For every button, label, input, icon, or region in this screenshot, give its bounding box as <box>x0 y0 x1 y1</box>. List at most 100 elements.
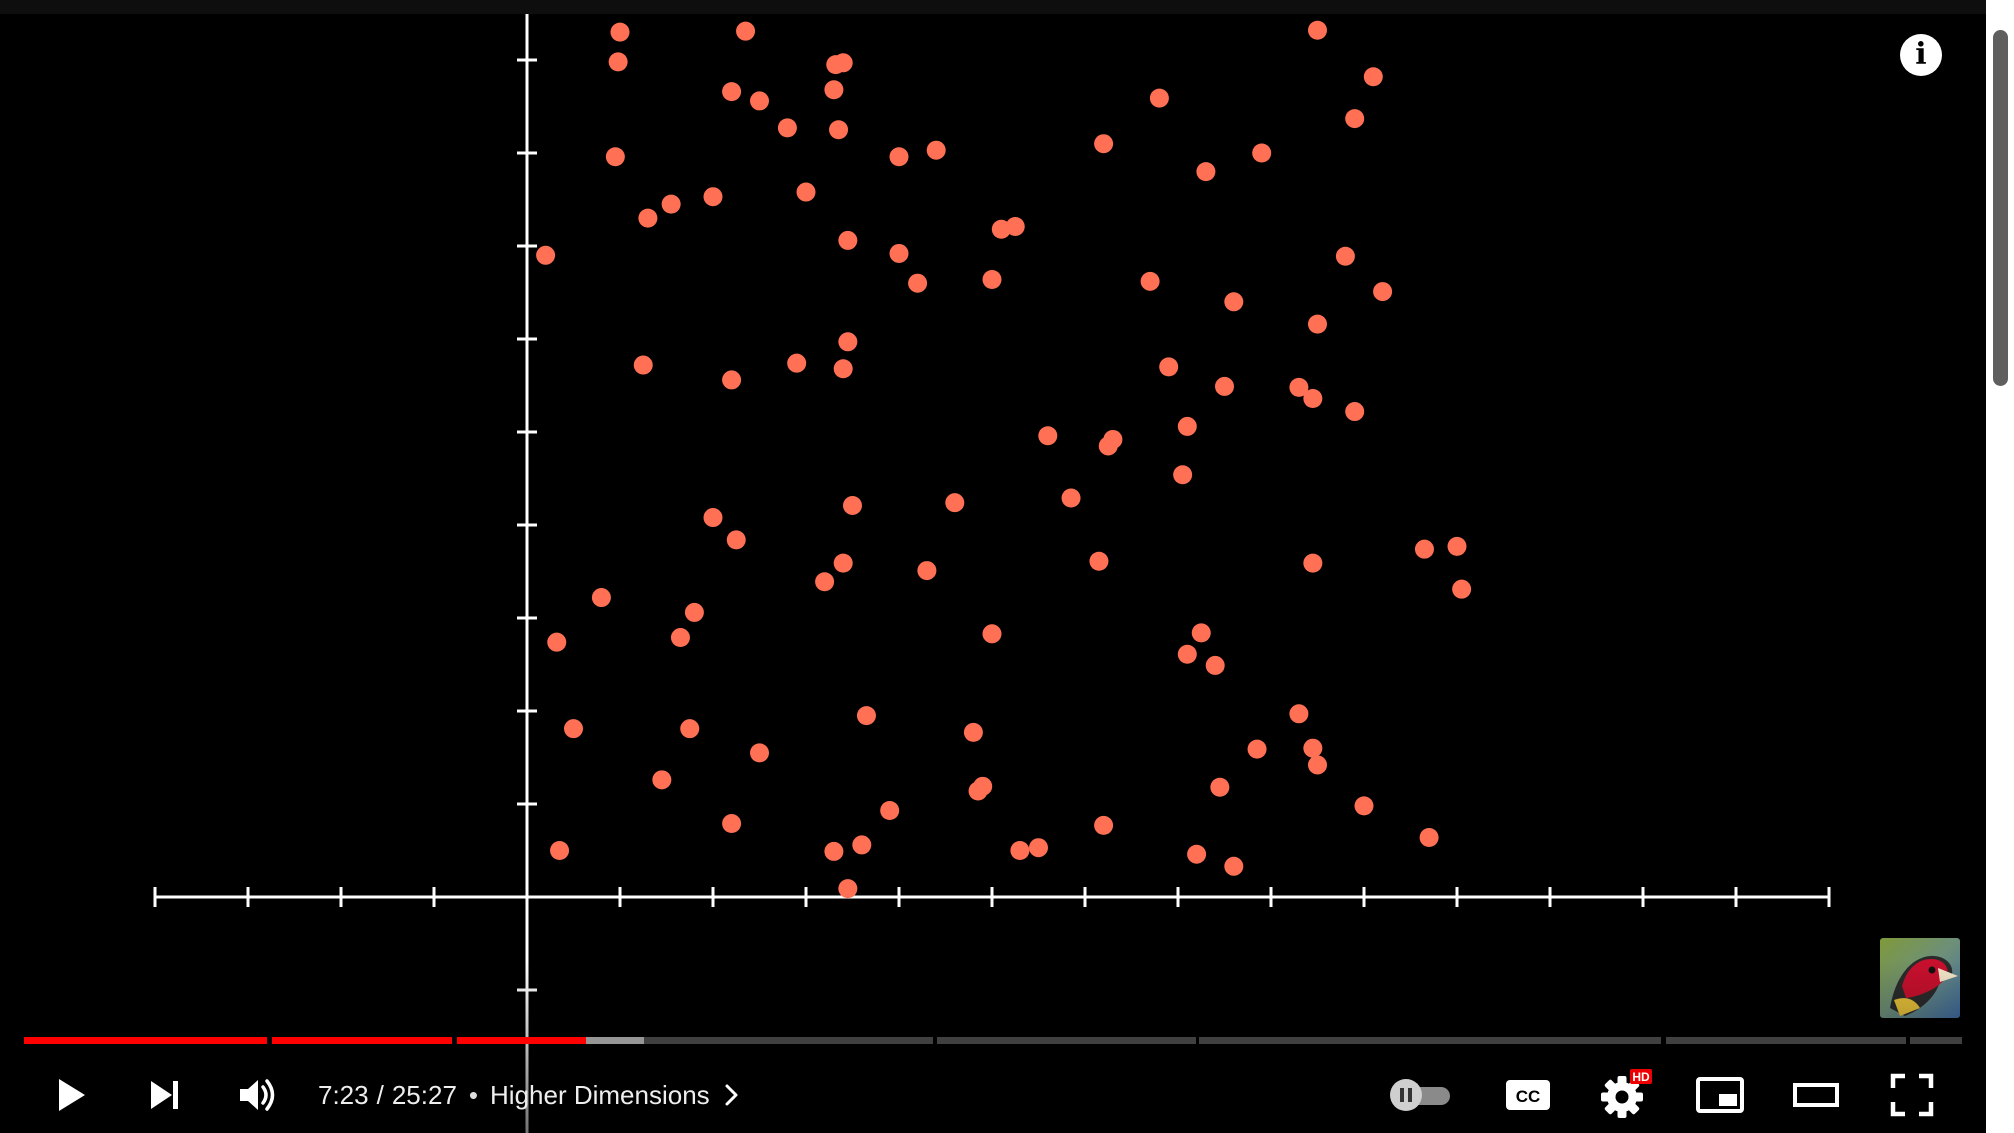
video-point <box>926 140 946 160</box>
video-point <box>815 572 835 592</box>
video-point <box>833 359 853 379</box>
video-point <box>982 624 1002 644</box>
video-point <box>605 147 625 167</box>
video-point <box>550 841 570 860</box>
next-button[interactable] <box>128 1060 200 1130</box>
video-point <box>722 82 742 102</box>
video-point <box>1224 292 1244 312</box>
video-point <box>1094 134 1114 154</box>
video-axes <box>153 14 1831 1133</box>
volume-icon <box>240 1079 275 1111</box>
video-point <box>680 719 700 739</box>
video-point <box>880 801 900 821</box>
autoplay-toggle[interactable] <box>1378 1060 1462 1130</box>
play-icon <box>59 1079 85 1111</box>
progress-segment[interactable] <box>457 1037 933 1044</box>
video-point <box>1303 553 1323 573</box>
info-button[interactable]: i <box>1900 34 1942 76</box>
progress-played <box>272 1037 452 1044</box>
progress-segment[interactable] <box>1910 1037 1962 1044</box>
video-point <box>917 561 937 581</box>
video-point <box>547 632 567 652</box>
video-point <box>1308 20 1327 40</box>
video-point <box>1247 739 1267 759</box>
progress-segment[interactable] <box>937 1037 1196 1044</box>
video-point <box>1289 377 1309 397</box>
video-point <box>982 269 1002 289</box>
video-point <box>633 355 653 375</box>
progress-bar[interactable] <box>24 1037 1962 1044</box>
video-point <box>1159 357 1179 377</box>
progress-played <box>24 1037 267 1044</box>
video-point <box>1354 796 1374 816</box>
video-point <box>777 118 797 138</box>
video-point <box>1303 389 1323 409</box>
control-bar: CC <box>0 1060 1986 1130</box>
current-time: 7:23 <box>318 1079 369 1110</box>
next-icon <box>151 1081 178 1109</box>
video-point <box>838 230 858 250</box>
video-point <box>1335 246 1355 266</box>
video-point <box>945 493 965 513</box>
video-point <box>838 879 858 899</box>
volume-button[interactable] <box>222 1060 294 1130</box>
play-button[interactable] <box>34 1060 106 1130</box>
video-point <box>856 706 876 726</box>
scrollbar-thumb[interactable] <box>1993 30 2008 386</box>
video-point <box>1419 827 1439 847</box>
captions-button[interactable]: CC <box>1492 1060 1564 1130</box>
theater-icon <box>1793 1083 1839 1107</box>
video-point <box>908 273 928 293</box>
video-point <box>829 120 849 140</box>
hd-badge: HD <box>1632 1070 1650 1084</box>
video-point <box>824 80 844 100</box>
video-point <box>750 91 769 111</box>
video-point <box>1196 162 1216 182</box>
video-points <box>536 20 1472 899</box>
video-point <box>1252 143 1272 163</box>
video-point <box>963 722 983 742</box>
progress-segment[interactable] <box>1199 1037 1661 1044</box>
channel-watermark[interactable] <box>1880 938 1960 1018</box>
video-point <box>1173 465 1193 485</box>
chapter-button[interactable]: Higher Dimensions <box>490 1080 744 1111</box>
video-point <box>833 553 853 573</box>
miniplayer-button[interactable] <box>1684 1060 1756 1130</box>
duration: 25:27 <box>391 1079 457 1110</box>
video-point <box>852 835 872 855</box>
top-border <box>0 0 1986 14</box>
video-point <box>1414 539 1434 559</box>
video-point <box>684 602 704 622</box>
video-point <box>1215 376 1234 396</box>
video-point <box>1191 623 1211 643</box>
video-point <box>726 530 746 550</box>
theater-button[interactable] <box>1780 1060 1852 1130</box>
fullscreen-button[interactable] <box>1876 1060 1948 1130</box>
settings-icon: HD <box>1601 1069 1652 1118</box>
video-point <box>591 588 611 608</box>
settings-button[interactable]: HD <box>1588 1060 1660 1130</box>
video-point <box>843 495 862 515</box>
video-point <box>722 370 742 390</box>
video-point <box>889 147 909 167</box>
progress-segment[interactable] <box>1666 1037 1906 1044</box>
video-point <box>968 781 988 801</box>
chapter-dot: • <box>468 1079 479 1110</box>
video-point <box>1205 655 1225 675</box>
video-point <box>1308 314 1327 334</box>
progress-segment[interactable] <box>272 1037 452 1044</box>
video-point <box>1210 777 1230 797</box>
autoplay-toggle-icon <box>1390 1079 1450 1111</box>
video-point <box>824 841 844 861</box>
video-point <box>1224 856 1244 876</box>
video-point <box>1149 88 1169 108</box>
video-point <box>638 208 658 228</box>
video-point <box>1308 755 1327 775</box>
video-point <box>787 353 807 373</box>
video-point <box>736 21 756 41</box>
video-point <box>703 508 723 528</box>
chapter-title: Higher Dimensions <box>490 1079 710 1110</box>
progress-segment[interactable] <box>24 1037 267 1044</box>
